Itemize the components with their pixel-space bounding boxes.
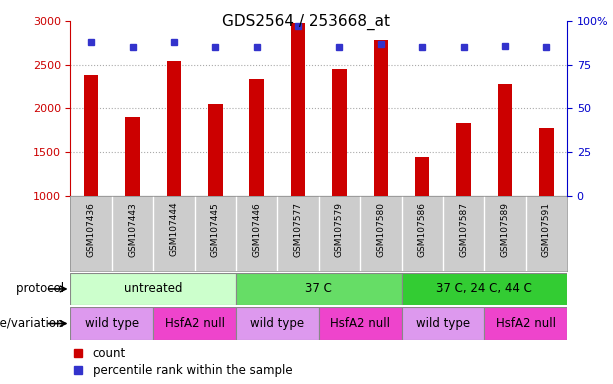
Bar: [332, 69, 347, 196]
Text: wild type: wild type: [416, 317, 470, 330]
Text: GDS2564 / 253668_at: GDS2564 / 253668_at: [223, 13, 390, 30]
Text: GSM107445: GSM107445: [211, 202, 220, 257]
Text: GSM107443: GSM107443: [128, 202, 137, 257]
Bar: [70, 307, 153, 340]
Text: HsfA2 null: HsfA2 null: [496, 317, 555, 330]
Bar: [208, 104, 223, 196]
Text: GSM107589: GSM107589: [500, 202, 509, 257]
Text: GSM107444: GSM107444: [169, 202, 178, 257]
Bar: [456, 123, 471, 196]
Text: 37 C: 37 C: [305, 283, 332, 295]
Text: wild type: wild type: [250, 317, 305, 330]
Text: wild type: wild type: [85, 317, 139, 330]
Bar: [236, 307, 319, 340]
Bar: [373, 40, 388, 196]
Text: GSM107586: GSM107586: [417, 202, 427, 257]
Text: genotype/variation: genotype/variation: [0, 317, 67, 330]
Text: GSM107446: GSM107446: [252, 202, 261, 257]
Bar: [125, 117, 140, 196]
Text: untreated: untreated: [124, 283, 183, 295]
Bar: [484, 307, 567, 340]
Text: count: count: [93, 347, 126, 360]
Bar: [167, 61, 181, 196]
Bar: [236, 273, 402, 305]
Bar: [415, 157, 430, 196]
Text: GSM107591: GSM107591: [542, 202, 551, 257]
Text: HsfA2 null: HsfA2 null: [165, 317, 224, 330]
Text: percentile rank within the sample: percentile rank within the sample: [93, 364, 292, 377]
Bar: [84, 75, 99, 196]
Bar: [153, 307, 236, 340]
Text: GSM107587: GSM107587: [459, 202, 468, 257]
Text: GSM107436: GSM107436: [86, 202, 96, 257]
Bar: [402, 307, 484, 340]
Bar: [319, 307, 402, 340]
Bar: [70, 273, 236, 305]
Bar: [498, 84, 512, 196]
Text: GSM107580: GSM107580: [376, 202, 386, 257]
Bar: [291, 23, 305, 196]
Bar: [539, 128, 554, 196]
Text: GSM107577: GSM107577: [294, 202, 303, 257]
Text: GSM107579: GSM107579: [335, 202, 344, 257]
Text: protocol: protocol: [15, 283, 67, 295]
Text: 37 C, 24 C, 44 C: 37 C, 24 C, 44 C: [436, 283, 532, 295]
Text: HsfA2 null: HsfA2 null: [330, 317, 390, 330]
Bar: [249, 79, 264, 196]
Bar: [402, 273, 567, 305]
